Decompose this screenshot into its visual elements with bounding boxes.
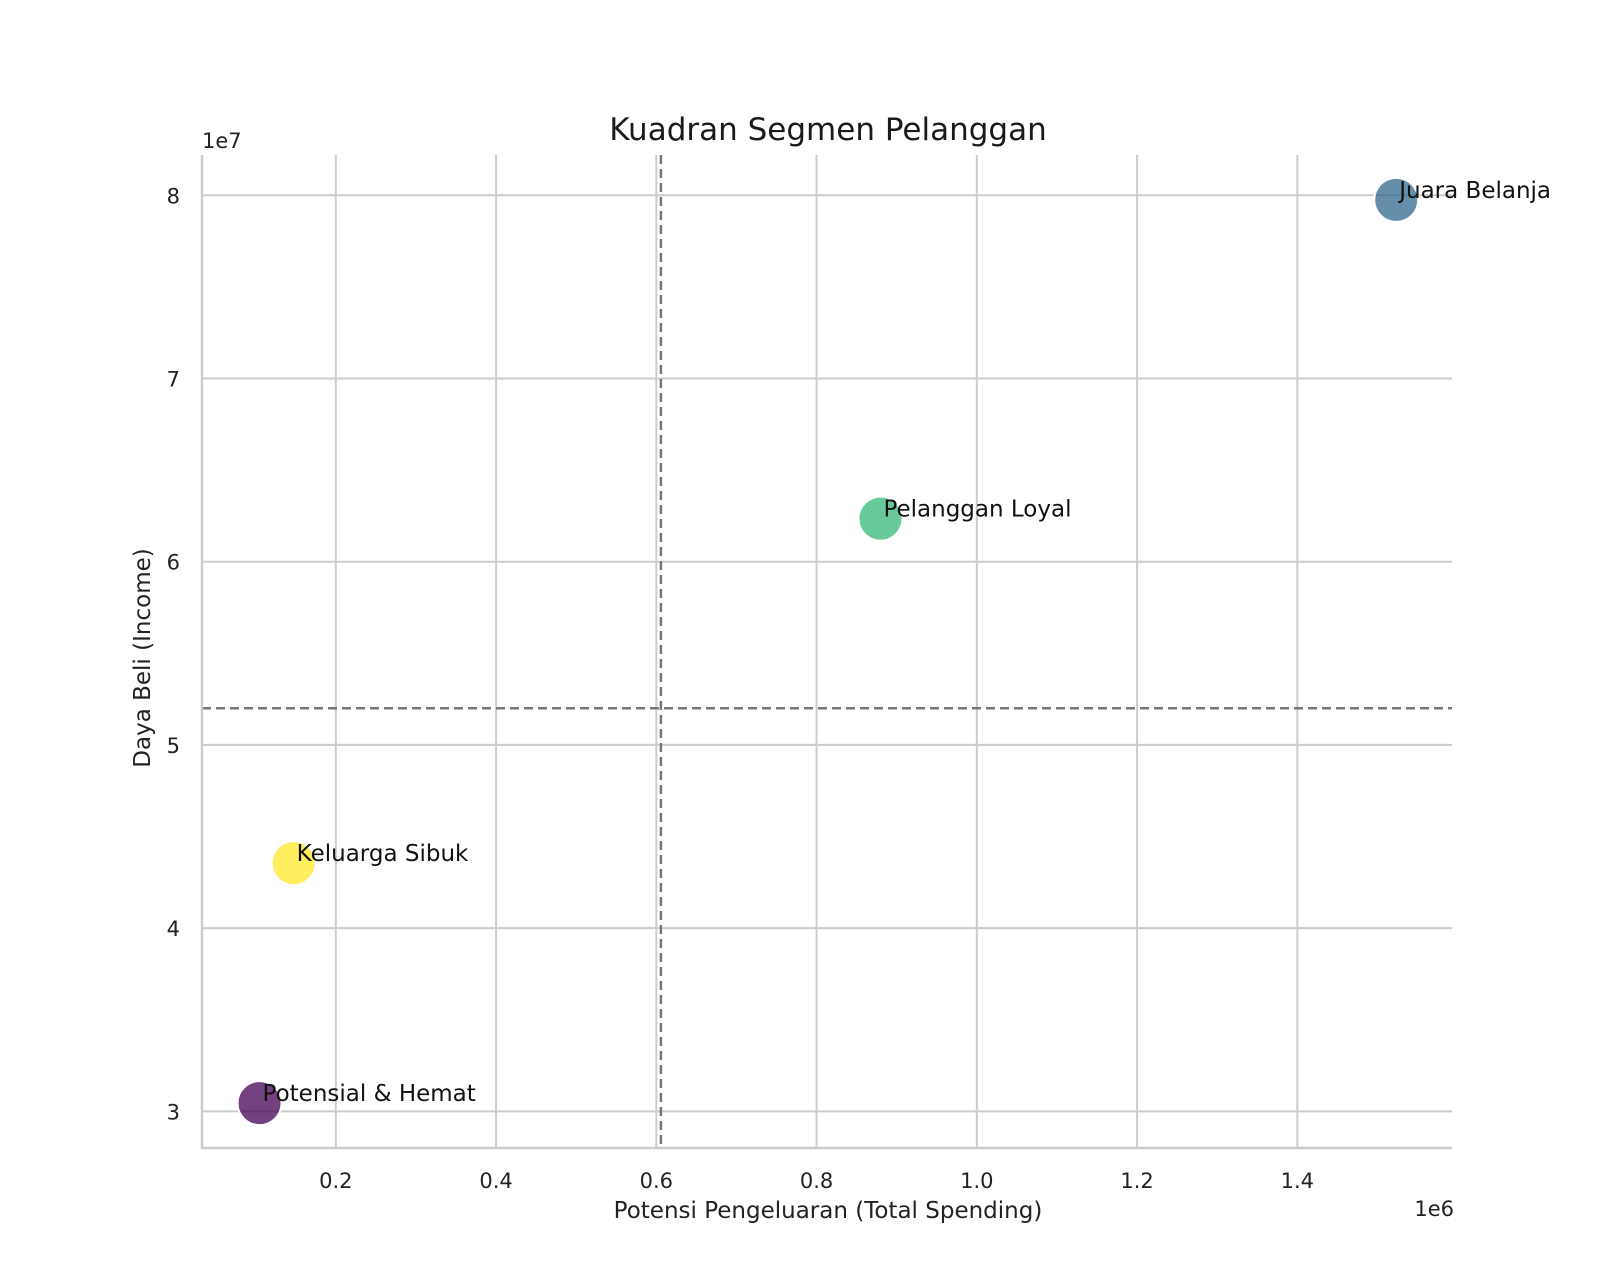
reference-lines bbox=[202, 155, 1452, 1148]
y-tick-label: 8 bbox=[167, 184, 180, 208]
data-point bbox=[1373, 176, 1420, 223]
y-tick-label: 5 bbox=[167, 734, 180, 758]
axes bbox=[200, 155, 1452, 1150]
point-label: Pelanggan Loyal bbox=[883, 497, 1071, 523]
x-offset-label: 1e6 bbox=[1414, 1197, 1454, 1221]
point-label: Keluarga Sibuk bbox=[297, 841, 469, 867]
data-point bbox=[857, 495, 904, 542]
chart-title: Kuadran Segmen Pelanggan bbox=[609, 112, 1046, 148]
point-label: Juara Belanja bbox=[1397, 178, 1551, 204]
y-tick-label: 6 bbox=[167, 551, 180, 575]
y-offset-label: 1e7 bbox=[202, 129, 242, 153]
y-tick-label: 3 bbox=[167, 1100, 180, 1124]
point-labels: Potensial & Hemat Keluarga Sibuk Pelanggan… bbox=[263, 178, 1551, 1107]
x-axis-label: Potensi Pengeluaran (Total Spending) bbox=[614, 1198, 1043, 1224]
data-point bbox=[270, 840, 317, 887]
x-tick-label: 0.2 bbox=[319, 1169, 352, 1193]
point-label: Potensial & Hemat bbox=[263, 1081, 476, 1107]
data-points bbox=[236, 176, 1420, 1127]
x-tick-label: 1.2 bbox=[1120, 1169, 1153, 1193]
y-tick-label: 4 bbox=[167, 917, 180, 941]
x-tick-label: 1.4 bbox=[1281, 1169, 1314, 1193]
x-tick-label: 0.8 bbox=[800, 1169, 833, 1193]
tick-labels: 0.2 0.4 0.6 0.8 1.0 1.2 1.4 3 4 5 6 7 8 bbox=[167, 184, 1314, 1193]
y-axis-label: Daya Beli (Income) bbox=[130, 548, 156, 767]
x-tick-label: 0.6 bbox=[640, 1169, 673, 1193]
grid-layer bbox=[202, 155, 1452, 1148]
y-tick-label: 7 bbox=[167, 368, 180, 392]
x-tick-label: 0.4 bbox=[479, 1169, 512, 1193]
x-tick-label: 1.0 bbox=[960, 1169, 993, 1193]
data-point bbox=[236, 1080, 283, 1127]
